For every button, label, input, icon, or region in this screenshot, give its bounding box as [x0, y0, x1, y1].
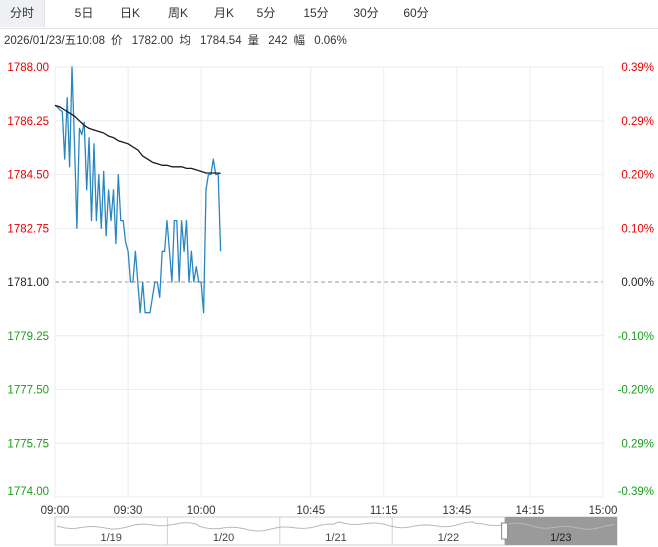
y-tick-label-right: -0.10% [618, 331, 654, 343]
tab-6[interactable]: 15分 [303, 6, 329, 20]
y-tick-label-right: 0.10% [621, 223, 654, 235]
y-tick-label-right: 0.29% [621, 438, 654, 450]
avg-series-line [54, 104, 221, 174]
price-value: 1782.00 [131, 35, 174, 47]
y-tick-label-left: 1777.50 [7, 385, 49, 397]
y-tick-label-left: 1781.00 [7, 277, 49, 289]
x-tick-label: 09:30 [114, 505, 143, 517]
price-label: 价 [111, 35, 123, 47]
quote-datetime: 2026/01/23/五10:08 [4, 35, 106, 47]
volume-value: 242 [268, 35, 288, 47]
tab-8[interactable]: 60分 [403, 6, 429, 20]
y-tick-label-right: 0.00% [621, 277, 654, 289]
avg-value: 1784.54 [200, 35, 242, 47]
tab-0[interactable]: 分时 [0, 0, 45, 27]
y-tick-label-left: 1784.50 [7, 170, 49, 182]
x-tick-label: 10:45 [296, 505, 325, 517]
tab-7[interactable]: 30分 [353, 6, 379, 20]
change-value: 0.06% [314, 35, 347, 47]
x-tick-label: 11:15 [370, 505, 398, 517]
x-tick-label: 13:45 [442, 505, 471, 517]
y-tick-label-left: 1786.25 [7, 116, 49, 128]
tab-4[interactable]: 月K [213, 6, 234, 20]
y-tick-label-right: 0.20% [621, 170, 654, 182]
x-tick-label: 10:00 [187, 505, 216, 517]
y-tick-label-right: 0.29% [621, 116, 654, 128]
y-tick-label-left: 1779.25 [7, 331, 49, 343]
tab-5[interactable]: 5分 [256, 6, 276, 20]
y-tick-label-left: 1775.75 [7, 438, 49, 450]
period-tab-bar: 分时 5日 日K 周K 月K 5分 15分 30分 60分 [0, 0, 658, 29]
tab-2[interactable]: 日K [119, 6, 140, 20]
change-label: 幅 [293, 35, 305, 47]
tab-3[interactable]: 周K [167, 6, 188, 20]
avg-label: 均 [179, 35, 191, 47]
y-tick-label-right: 0.39% [621, 62, 654, 74]
y-tick-label-right: -0.39% [618, 486, 654, 498]
y-tick-label-right: -0.20% [618, 385, 654, 397]
x-tick-label: 15:00 [589, 505, 618, 517]
quote-info-bar: 2026/01/23/五10:08 价 1782.00 均 1784.54 量 242… [4, 33, 353, 49]
y-tick-label-left: 1774.00 [7, 486, 49, 498]
tab-1[interactable]: 5日 [74, 6, 94, 20]
price-series-line [54, 66, 222, 314]
x-tick-label: 14:15 [516, 505, 545, 517]
x-tick-label: 09:00 [41, 505, 70, 517]
volume-label: 量 [247, 35, 260, 47]
y-tick-label-left: 1788.00 [7, 62, 49, 74]
y-tick-label-left: 1782.75 [7, 223, 49, 235]
